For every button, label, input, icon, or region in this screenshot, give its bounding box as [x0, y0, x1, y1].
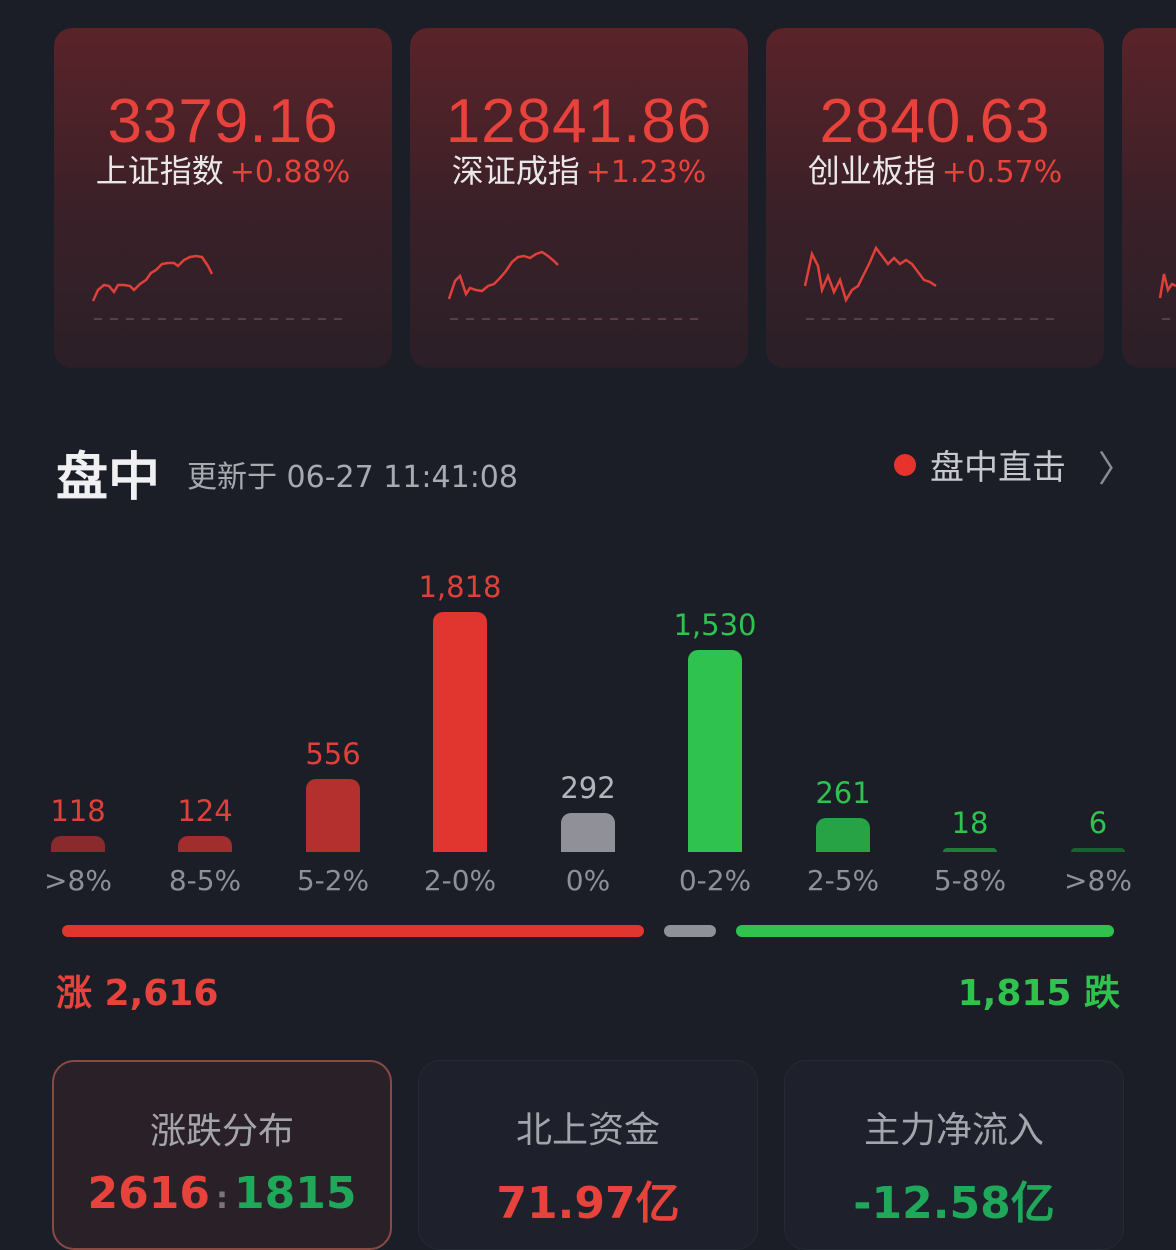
tile-label: 北上资金 — [515, 1110, 660, 1151]
bar-value-label: 556 — [305, 736, 361, 771]
sparkline — [91, 254, 344, 320]
up-summary-bar — [62, 925, 644, 937]
bar-value-label: 6 — [1088, 806, 1108, 840]
bar — [433, 612, 487, 852]
tile-value: 71.97亿 — [496, 1178, 680, 1229]
bar — [51, 836, 105, 852]
down-summary-bar — [736, 925, 1114, 937]
tile-distribution[interactable]: 涨跌分布 2616:1815 — [52, 1060, 392, 1250]
category-label: 8-5% — [168, 864, 242, 897]
index-card-shenzhen[interactable]: 12841.86 深证成指 +1.23% — [410, 28, 748, 368]
live-label: 盘中直击 — [930, 448, 1066, 488]
sparkline — [447, 250, 700, 320]
category-label: 2-5% — [806, 864, 880, 897]
category-label: 5-8% — [933, 864, 1007, 897]
index-value: 2840.63 — [819, 87, 1051, 156]
index-value: 3379.16 — [107, 87, 339, 156]
bar — [561, 813, 615, 852]
bar-value-label: 124 — [177, 793, 233, 828]
live-link[interactable]: 盘中直击 — [894, 440, 1066, 489]
index-value: 12841.86 — [445, 87, 713, 156]
bar-value-label: 1,530 — [673, 608, 757, 643]
index-card-partial[interactable] — [1122, 28, 1176, 368]
category-label: 0-2% — [678, 864, 752, 897]
tile-label: 主力净流入 — [863, 1110, 1044, 1151]
category-label: >8% — [1064, 864, 1132, 897]
bar — [1071, 848, 1125, 852]
tile-down: 1815 — [234, 1168, 357, 1219]
bar-value-label: 118 — [50, 794, 106, 829]
index-name: 深证成指 — [451, 152, 580, 190]
down-total: 1,815 跌 — [957, 973, 1120, 1014]
bar — [178, 835, 232, 852]
index-change: +0.57% — [941, 155, 1063, 190]
tile-value: -12.58亿 — [853, 1178, 1055, 1229]
chevron-right-icon[interactable]: 〉 — [1098, 449, 1135, 490]
live-dot-icon — [894, 453, 916, 476]
flat-summary-bar — [664, 925, 716, 937]
index-name: 上证指数 — [95, 152, 224, 190]
index-card-shanghai[interactable]: 3379.16 上证指数 +0.88% — [54, 28, 392, 368]
update-time: 更新于 06-27 11:41:08 — [187, 460, 518, 495]
tile-sep: : — [216, 1181, 228, 1216]
index-name: 创业板指 — [807, 152, 936, 190]
category-label: 0% — [565, 864, 611, 897]
bar — [306, 778, 360, 852]
bar — [943, 848, 997, 852]
category-label: 2-0% — [423, 864, 497, 897]
bar — [688, 650, 742, 852]
index-change: +1.23% — [585, 155, 707, 190]
index-card-chinext[interactable]: 2840.63 创业板指 +0.57% — [766, 28, 1104, 368]
tile-main-inflow[interactable]: 主力净流入 -12.58亿 — [784, 1060, 1124, 1250]
bar-value-label: 18 — [951, 806, 989, 840]
index-change: +0.88% — [229, 155, 351, 190]
bar-value-label: 1,818 — [418, 570, 502, 604]
category-label: >8% — [44, 864, 112, 897]
bar-value-label: 292 — [560, 771, 616, 806]
bar — [816, 817, 870, 852]
sparkline — [803, 245, 1056, 320]
bar-value-label: 261 — [815, 775, 871, 810]
category-label: 5-2% — [296, 864, 370, 897]
section-title: 盘中 — [56, 448, 161, 508]
tile-up: 2616 — [87, 1168, 210, 1219]
sparkline — [1158, 273, 1176, 320]
tile-northbound[interactable]: 北上资金 71.97亿 — [418, 1060, 758, 1250]
up-total: 涨 2,616 — [56, 973, 219, 1014]
tile-label: 涨跌分布 — [149, 1111, 294, 1152]
